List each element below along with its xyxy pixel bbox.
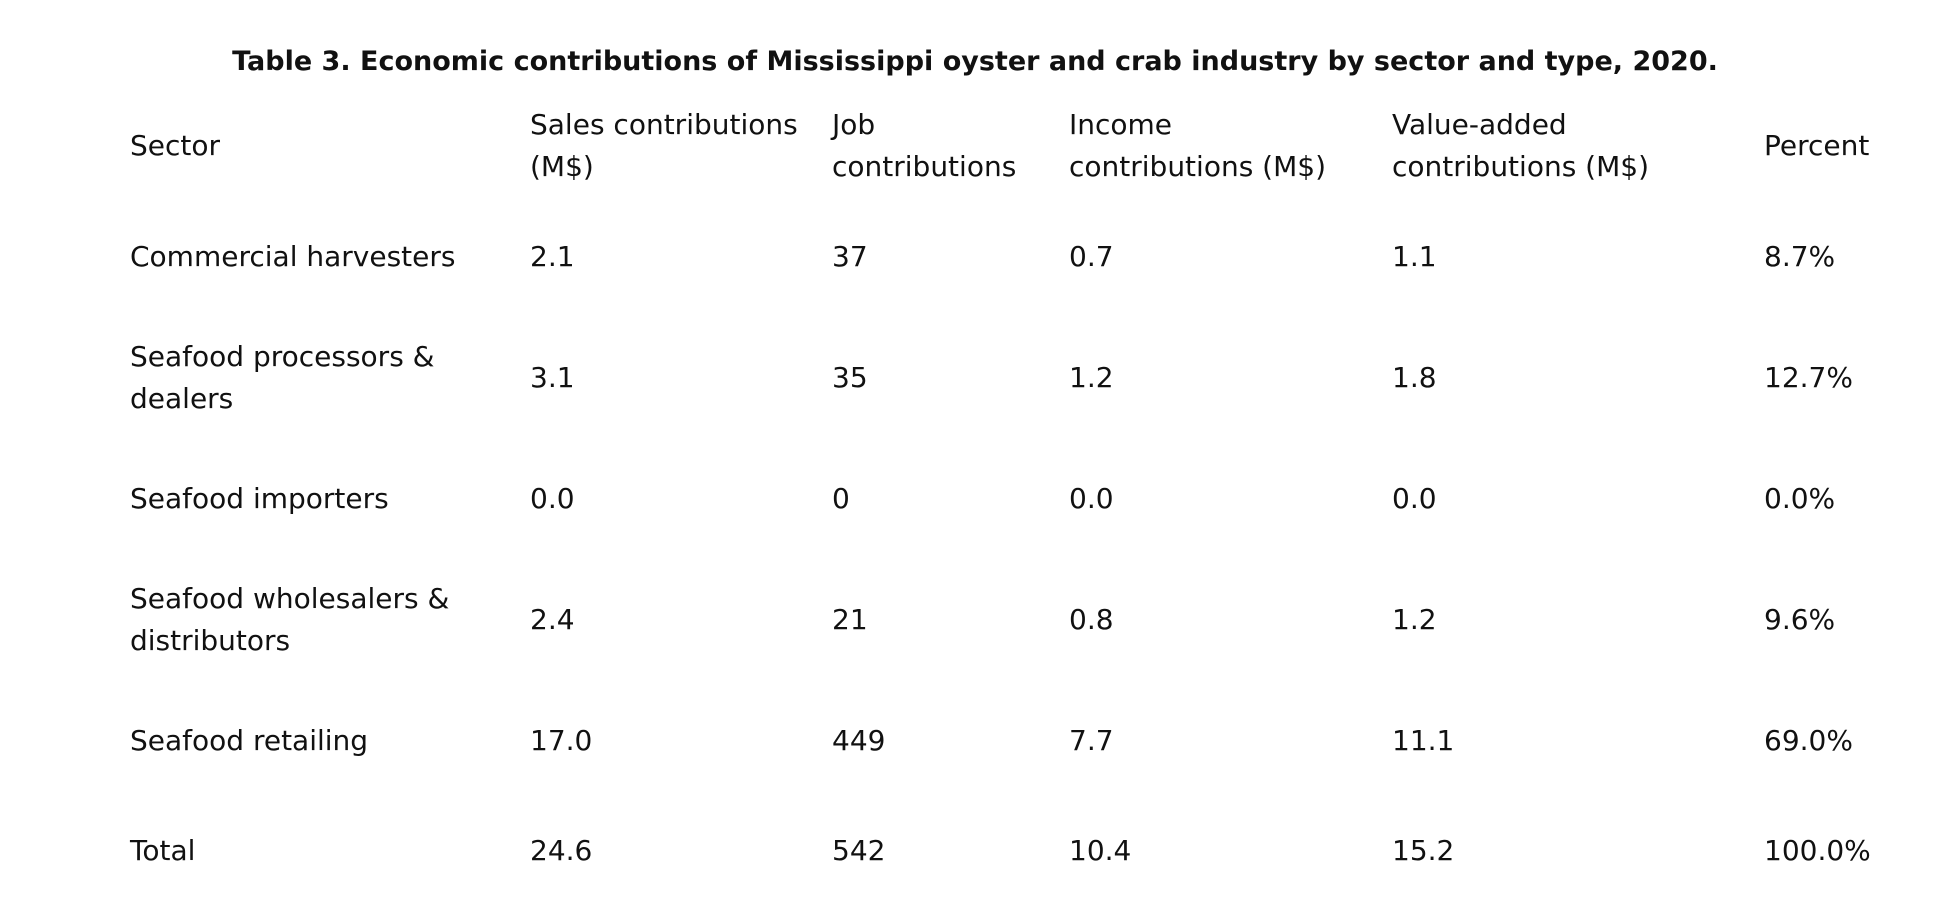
cell-value-added: 1.1 <box>1392 239 1437 273</box>
cell-percent: 100.0% <box>1764 834 1871 867</box>
cell-percent: 69.0% <box>1764 723 1853 757</box>
cell-sector: Seafood processors & dealers <box>130 339 435 415</box>
cell-sector: Seafood wholesalers & distributors <box>130 581 450 657</box>
cell-percent: 8.7% <box>1764 239 1836 273</box>
cell-percent: 0.0% <box>1764 481 1836 515</box>
cell-percent: 9.6% <box>1764 602 1836 636</box>
cell-sector: Total <box>130 834 196 867</box>
header-percent: Percent <box>1764 129 1870 162</box>
cell-value-added: 1.8 <box>1392 360 1437 394</box>
header-value-added-contributions: Value-added contributions (M$) <box>1392 108 1650 183</box>
cell-jobs: 542 <box>832 834 886 867</box>
cell-sector: Seafood retailing <box>130 723 369 757</box>
header-sector: Sector <box>130 129 221 162</box>
cell-value-added: 1.2 <box>1392 602 1437 636</box>
table-row: Seafood importers 0.0 0 0.0 0.0 0.0% <box>116 438 1876 559</box>
cell-sales: 2.1 <box>530 239 575 273</box>
economic-contributions-table: Sector Sales contributions (M$) Job cont… <box>116 96 1876 901</box>
cell-percent: 12.7% <box>1764 360 1853 394</box>
cell-income: 1.2 <box>1069 360 1114 394</box>
cell-sales: 24.6 <box>530 834 593 867</box>
table-row: Commercial harvesters 2.1 37 0.7 1.1 8.7… <box>116 196 1876 317</box>
cell-jobs: 449 <box>832 723 886 757</box>
cell-value-added: 15.2 <box>1392 834 1455 867</box>
cell-jobs: 37 <box>832 239 868 273</box>
table-row: Seafood processors & dealers 3.1 35 1.2 … <box>116 317 1876 438</box>
cell-sales: 17.0 <box>530 723 593 757</box>
table-row: Seafood retailing 17.0 449 7.7 11.1 69.0… <box>116 680 1876 801</box>
cell-income: 7.7 <box>1069 723 1114 757</box>
cell-jobs: 21 <box>832 602 868 636</box>
cell-income: 0.0 <box>1069 481 1114 515</box>
table-row: Seafood wholesalers & distributors 2.4 2… <box>116 559 1876 680</box>
cell-sales: 3.1 <box>530 360 575 394</box>
cell-sales: 2.4 <box>530 602 575 636</box>
header-sales-contributions: Sales contributions (M$) <box>530 108 798 183</box>
header-income-contributions: Income contributions (M$) <box>1069 108 1327 183</box>
cell-jobs: 0 <box>832 481 850 515</box>
cell-sector: Seafood importers <box>130 481 389 515</box>
table-header-row: Sector Sales contributions (M$) Job cont… <box>116 96 1876 196</box>
cell-sales: 0.0 <box>530 481 575 515</box>
cell-income: 10.4 <box>1069 834 1132 867</box>
cell-jobs: 35 <box>832 360 868 394</box>
cell-income: 0.7 <box>1069 239 1114 273</box>
cell-sector: Commercial harvesters <box>130 239 456 273</box>
cell-value-added: 0.0 <box>1392 481 1437 515</box>
table-title: Table 3. Economic contributions of Missi… <box>232 46 1718 77</box>
table-row-total: Total 24.6 542 10.4 15.2 100.0% <box>116 801 1876 901</box>
cell-income: 0.8 <box>1069 602 1114 636</box>
header-job-contributions: Job contributions <box>832 108 1017 183</box>
cell-value-added: 11.1 <box>1392 723 1455 757</box>
